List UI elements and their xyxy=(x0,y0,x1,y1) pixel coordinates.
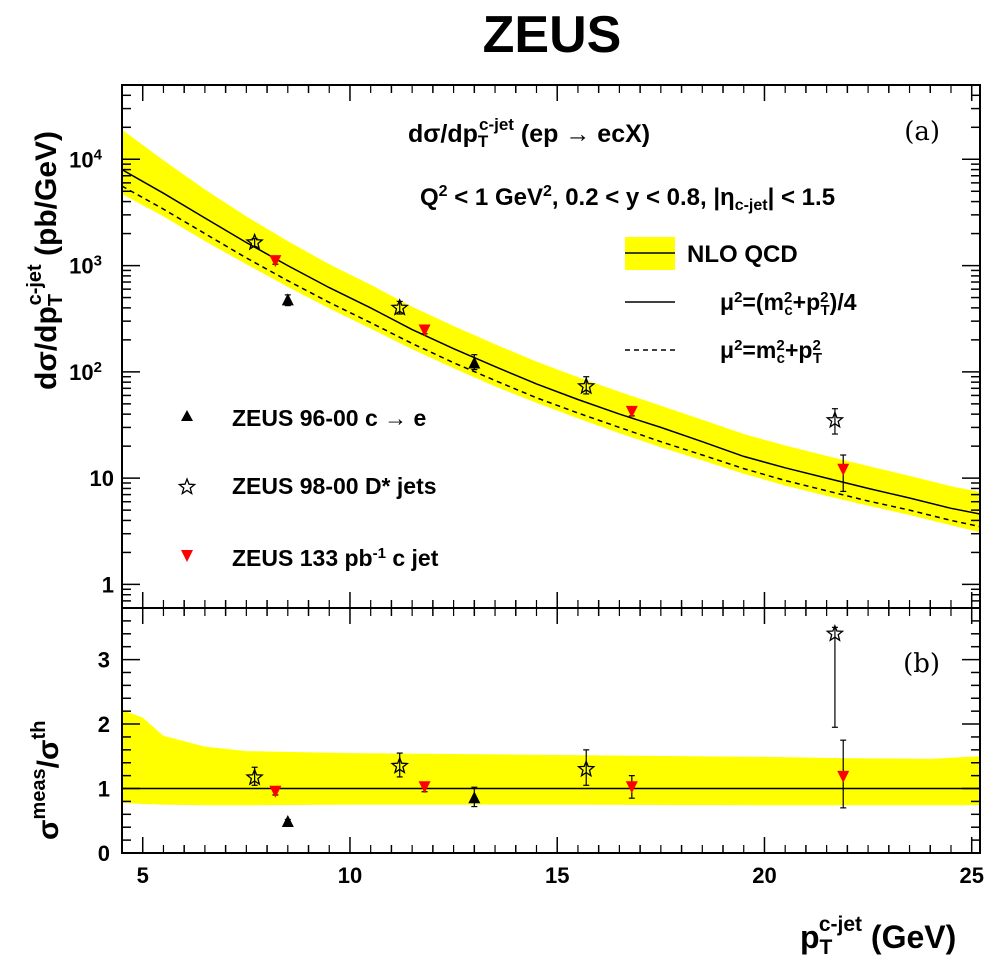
triangle-down-marker xyxy=(625,405,638,418)
data-legend: ZEUS 96-00 c → e ZEUS 98-00 D* jets ZEUS… xyxy=(177,405,439,571)
x-axis-label: pTc-jet (GeV) xyxy=(800,913,956,959)
panel-a-frame xyxy=(121,84,981,609)
panel-a-theory-band xyxy=(122,129,980,533)
x-tick-label: 15 xyxy=(545,863,569,888)
legend-scale-dashed: μ2=m2 c+p2 T xyxy=(720,337,822,367)
legend-zeus-98-00: ZEUS 98-00 D* jets xyxy=(232,473,437,499)
y-tick-label: 104 xyxy=(69,146,102,172)
panel-b-label: (b) xyxy=(903,649,940,679)
triangle-up-marker xyxy=(468,356,481,369)
cuts-annotation: Q2 < 1 GeV2, 0.2 < y < 0.8, |ηc-jet| < 1… xyxy=(420,183,835,214)
triangle-down-marker xyxy=(418,781,431,794)
nlo-band-area xyxy=(122,129,980,533)
triangle-down-marker xyxy=(837,770,850,783)
star-marker xyxy=(245,767,264,786)
triangle-down-marker xyxy=(625,781,638,794)
x-tick-label: 5 xyxy=(137,863,149,888)
panel-b-theory-band xyxy=(122,709,980,806)
y-tick-label: 0 xyxy=(98,841,110,866)
star-marker xyxy=(825,410,845,429)
panel-b-data-points xyxy=(245,623,850,828)
triangle-up-marker xyxy=(281,293,294,306)
triangle-up-marker xyxy=(281,815,294,828)
star-marker xyxy=(576,759,596,778)
panel-b-ylabel: σmeas/σth xyxy=(28,721,65,840)
legend-zeus-133: ZEUS 133 pb-1 c jet xyxy=(232,545,439,571)
panel-a-theory-lines xyxy=(122,168,980,528)
panel-a-label: (a) xyxy=(904,117,940,147)
process-annotation: dσ/dpTc-jet (ep → ecX) xyxy=(408,115,650,151)
y-tick-label: 1 xyxy=(102,572,114,597)
y-tick-label: 2 xyxy=(98,712,110,737)
legend-triangle-up-marker xyxy=(181,410,193,421)
theory-legend: NLO QCD μ2=(m2 c+p2 T)/4 μ2=m2 c+p2 T xyxy=(625,237,857,367)
x-tick-label: 20 xyxy=(752,863,776,888)
panel-a-ticks: 1 10 102 103 104 xyxy=(69,84,980,609)
legend-triangle-down-marker xyxy=(181,550,193,562)
star-marker xyxy=(245,232,264,251)
panel-b-frame xyxy=(121,607,981,854)
legend-zeus-96-00: ZEUS 96-00 c → e xyxy=(232,405,426,431)
nlo-dashed-line xyxy=(122,185,980,528)
y-tick-label: 103 xyxy=(69,252,102,278)
nlo-central-line xyxy=(122,168,980,515)
legend-scale-solid: μ2=(m2 c+p2 T)/4 xyxy=(720,289,857,319)
x-tick-label: 10 xyxy=(338,863,362,888)
star-marker xyxy=(390,298,410,316)
panel-a-ylabel: dσ/dpTc-jet (pb/GeV) xyxy=(24,131,67,390)
triangle-down-marker xyxy=(269,785,282,798)
ratio-band-area xyxy=(122,709,980,806)
triangle-up-marker xyxy=(468,791,481,804)
star-marker xyxy=(390,756,410,774)
panel-a-data-points xyxy=(245,232,850,493)
triangle-down-marker xyxy=(269,255,282,268)
chart-title: ZEUS xyxy=(483,6,622,64)
legend-star-marker xyxy=(177,477,197,495)
y-tick-label: 3 xyxy=(98,648,110,673)
panel-b: 5 10 15 20 25 0 1 2 3 (b) σmeas/σth pTc-jet (GeV… xyxy=(28,607,984,959)
triangle-down-marker xyxy=(418,324,431,337)
y-tick-label: 102 xyxy=(69,359,102,385)
triangle-down-marker xyxy=(837,463,850,476)
panel-b-ticks: 5 10 15 20 25 0 1 2 3 xyxy=(98,607,984,888)
star-marker xyxy=(576,376,596,395)
y-tick-label: 10 xyxy=(90,466,114,491)
x-tick-label: 25 xyxy=(959,863,983,888)
legend-nlo-qcd: NLO QCD xyxy=(687,241,798,268)
star-marker xyxy=(825,623,845,642)
y-tick-label: 1 xyxy=(98,777,110,802)
